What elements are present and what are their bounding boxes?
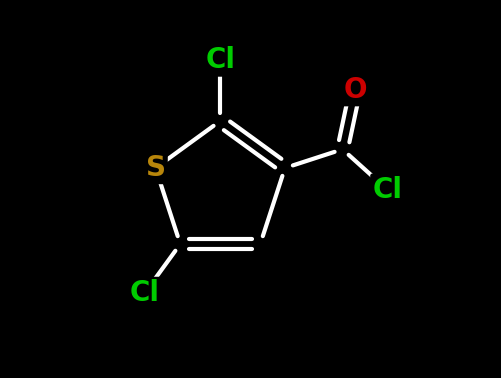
Text: Cl: Cl [372, 176, 402, 204]
Text: Cl: Cl [130, 279, 160, 307]
Text: S: S [146, 154, 165, 182]
Text: O: O [343, 76, 367, 104]
Text: Cl: Cl [205, 46, 235, 74]
